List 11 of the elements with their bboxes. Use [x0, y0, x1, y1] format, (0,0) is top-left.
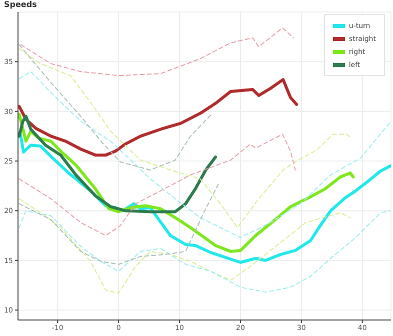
line-series	[18, 114, 217, 214]
line-series	[18, 134, 296, 236]
line-series	[18, 78, 298, 157]
line-series	[18, 183, 220, 265]
line-series	[18, 210, 391, 293]
line-series	[18, 48, 352, 228]
line-series	[20, 27, 294, 76]
line-series	[18, 198, 351, 294]
line-series	[18, 44, 213, 170]
line-series	[18, 71, 391, 238]
chart-title: Speeds	[4, 0, 37, 10]
